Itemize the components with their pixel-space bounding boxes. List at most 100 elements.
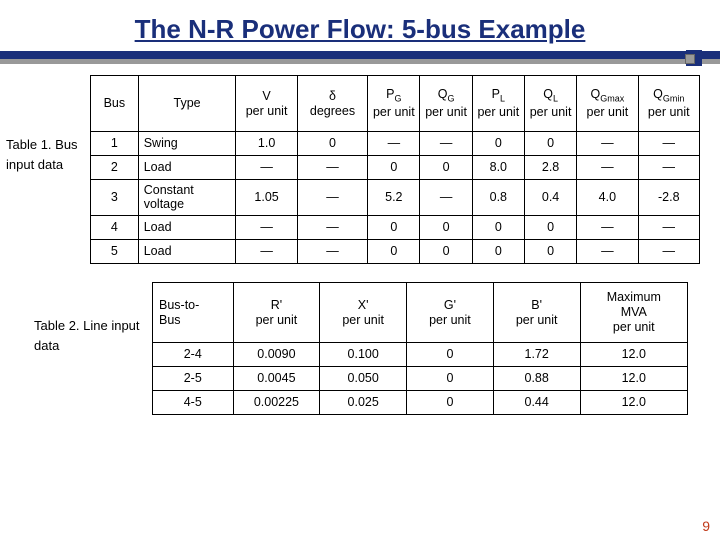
table-cell: 12.0 <box>580 367 687 391</box>
table-cell: — <box>577 156 638 180</box>
table-cell: 0 <box>420 156 472 180</box>
table-cell: — <box>638 132 699 156</box>
header-rule <box>0 51 720 65</box>
table-cell: — <box>297 240 367 264</box>
table-cell: Swing <box>138 132 236 156</box>
t1-h-qgmin: QGminper unit <box>638 76 699 132</box>
table-cell: 1 <box>91 132 139 156</box>
rule-shadow <box>0 59 720 64</box>
table-row: 4-50.002250.02500.4412.0 <box>153 391 688 415</box>
table2-header-row: Bus-to-Bus R'per unit X'per unit G'per u… <box>153 283 688 343</box>
table-cell: 4-5 <box>153 391 234 415</box>
table-cell: 0.00225 <box>233 391 320 415</box>
t1-h-pg: PGper unit <box>368 76 420 132</box>
table-cell: 1.72 <box>493 343 580 367</box>
table-cell: 0.0090 <box>233 343 320 367</box>
t2-h-g: G'per unit <box>407 283 494 343</box>
table-row: 2Load——008.02.8—— <box>91 156 700 180</box>
table-cell: 2 <box>91 156 139 180</box>
table-cell: — <box>368 132 420 156</box>
table-cell: 5.2 <box>368 180 420 216</box>
table-row: 1Swing1.00——00—— <box>91 132 700 156</box>
table-cell: 0.88 <box>493 367 580 391</box>
table-cell: — <box>638 216 699 240</box>
decorative-square-inner <box>685 54 695 64</box>
table-cell: — <box>638 156 699 180</box>
table-cell: 12.0 <box>580 343 687 367</box>
t1-h-delta: δdegrees <box>297 76 367 132</box>
slide-title: The N-R Power Flow: 5-bus Example <box>0 0 720 51</box>
table-cell: 8.0 <box>472 156 524 180</box>
table-cell: 3 <box>91 180 139 216</box>
table-cell: 0 <box>472 132 524 156</box>
table1-bus-input: Bus Type Vper unit δdegrees PGper unit Q… <box>90 75 700 264</box>
table-cell: 0 <box>472 216 524 240</box>
table-cell: 0 <box>368 156 420 180</box>
table-cell: 4.0 <box>577 180 638 216</box>
table-cell: 0 <box>407 391 494 415</box>
table-cell: 0 <box>524 216 576 240</box>
t1-h-ql: QLper unit <box>524 76 576 132</box>
table-cell: 0 <box>472 240 524 264</box>
table-cell: — <box>236 216 297 240</box>
page-number: 9 <box>702 518 710 534</box>
table-cell: 5 <box>91 240 139 264</box>
t2-h-b: B'per unit <box>493 283 580 343</box>
table-cell: 1.0 <box>236 132 297 156</box>
table-cell: 4 <box>91 216 139 240</box>
table-cell: 1.05 <box>236 180 297 216</box>
table-cell: — <box>236 240 297 264</box>
table-cell: 0 <box>407 343 494 367</box>
table-cell: -2.8 <box>638 180 699 216</box>
table-row: 2-50.00450.05000.8812.0 <box>153 367 688 391</box>
t1-h-v: Vper unit <box>236 76 297 132</box>
table2-line-input: Bus-to-Bus R'per unit X'per unit G'per u… <box>152 282 688 415</box>
table-cell: — <box>297 216 367 240</box>
table-row: 4Load——0000—— <box>91 216 700 240</box>
table-cell: 2.8 <box>524 156 576 180</box>
table1-header-row: Bus Type Vper unit δdegrees PGper unit Q… <box>91 76 700 132</box>
table-cell: Constant voltage <box>138 180 236 216</box>
table-cell: 0.100 <box>320 343 407 367</box>
t1-h-qg: QGper unit <box>420 76 472 132</box>
table-row: 3Constant voltage1.05—5.2—0.80.44.0-2.8 <box>91 180 700 216</box>
table-cell: — <box>420 132 472 156</box>
table-cell: — <box>577 240 638 264</box>
rule-blue <box>0 51 720 59</box>
table-cell: 0.4 <box>524 180 576 216</box>
table-cell: 0.8 <box>472 180 524 216</box>
table-cell: 0 <box>420 216 472 240</box>
t2-h-x: X'per unit <box>320 283 407 343</box>
table-cell: — <box>638 240 699 264</box>
table-cell: — <box>577 132 638 156</box>
table-cell: Load <box>138 156 236 180</box>
table1-caption: Table 1. Bus input data <box>0 75 90 174</box>
t1-h-qgmax: QGmaxper unit <box>577 76 638 132</box>
table-cell: 2-5 <box>153 367 234 391</box>
table-cell: — <box>297 156 367 180</box>
table-row: 2-40.00900.10001.7212.0 <box>153 343 688 367</box>
t2-h-r: R'per unit <box>233 283 320 343</box>
table-cell: — <box>420 180 472 216</box>
table-cell: 0 <box>420 240 472 264</box>
t2-h-bus2bus: Bus-to-Bus <box>153 283 234 343</box>
t2-h-mva: MaximumMVAper unit <box>580 283 687 343</box>
table-cell: 0 <box>368 240 420 264</box>
table-cell: 0.44 <box>493 391 580 415</box>
table-cell: 0 <box>297 132 367 156</box>
table-cell: 0 <box>524 132 576 156</box>
table-cell: 2-4 <box>153 343 234 367</box>
table-cell: 0 <box>368 216 420 240</box>
table-cell: 0 <box>407 367 494 391</box>
table2-caption: Table 2. Line input data <box>0 282 152 355</box>
table-cell: 12.0 <box>580 391 687 415</box>
table-cell: 0.050 <box>320 367 407 391</box>
table-row: 5Load——0000—— <box>91 240 700 264</box>
t1-h-type: Type <box>138 76 236 132</box>
table-cell: Load <box>138 216 236 240</box>
table-cell: 0 <box>524 240 576 264</box>
t1-h-bus: Bus <box>91 76 139 132</box>
table-cell: 0.025 <box>320 391 407 415</box>
table-cell: 0.0045 <box>233 367 320 391</box>
table-cell: — <box>297 180 367 216</box>
